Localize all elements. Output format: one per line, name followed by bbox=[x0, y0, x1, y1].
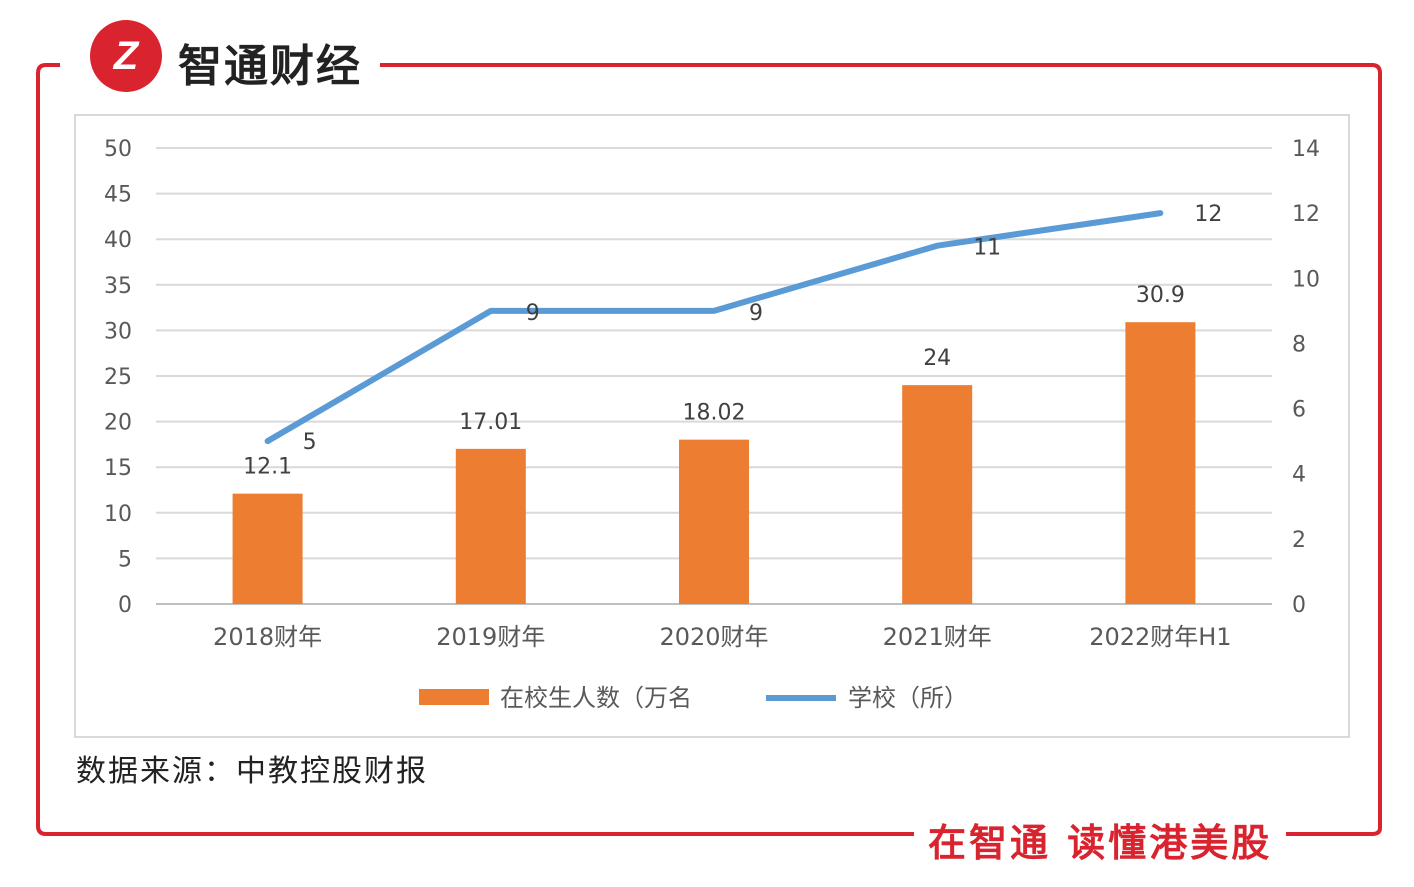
left-tick-label: 0 bbox=[118, 593, 132, 618]
left-tick-label: 15 bbox=[104, 456, 132, 481]
left-tick-label: 35 bbox=[104, 274, 132, 299]
bar bbox=[679, 439, 749, 604]
left-tick-label: 10 bbox=[104, 502, 132, 527]
bar-data-labels: 12.1 17.01 18.02 24 30.9 bbox=[243, 283, 1185, 479]
x-tick-label: 2021财年 bbox=[883, 623, 992, 651]
bar bbox=[232, 493, 303, 604]
x-tick-label: 2020财年 bbox=[659, 623, 768, 651]
right-tick-label: 8 bbox=[1292, 332, 1306, 357]
brand-mark: Z bbox=[90, 20, 162, 92]
red-frame bbox=[36, 63, 1382, 836]
brand-slogan: 在智通 读懂港美股 bbox=[914, 812, 1287, 867]
chart-container: 0 5 10 15 20 25 30 35 40 45 50 0 2 4 6 8 10 12 14 12.1 17.… bbox=[74, 114, 1350, 738]
right-tick-label: 0 bbox=[1292, 593, 1306, 618]
bar bbox=[1125, 322, 1196, 604]
line-value-label: 9 bbox=[749, 301, 763, 326]
right-tick-label: 6 bbox=[1292, 398, 1306, 423]
line-value-label: 12 bbox=[1194, 202, 1222, 227]
legend-bar-label: 在校生人数（万名 bbox=[500, 684, 692, 712]
left-tick-label: 40 bbox=[104, 228, 132, 253]
x-axis-ticks: 2018财年 2019财年 2020财年 2021财年 2022财年H1 bbox=[213, 623, 1232, 651]
bar bbox=[902, 385, 973, 604]
brand-name: 智通财经 bbox=[178, 41, 362, 92]
left-tick-label: 20 bbox=[104, 411, 132, 436]
x-tick-label: 2022财年H1 bbox=[1089, 623, 1231, 651]
right-tick-label: 12 bbox=[1292, 202, 1320, 227]
bar-value-label: 12.1 bbox=[243, 455, 292, 480]
left-tick-label: 5 bbox=[118, 547, 132, 572]
left-tick-label: 45 bbox=[104, 183, 132, 208]
line-value-label: 5 bbox=[303, 430, 317, 455]
left-tick-label: 50 bbox=[104, 137, 132, 162]
legend: 在校生人数（万名 学校（所） bbox=[419, 684, 968, 712]
bar-value-label: 30.9 bbox=[1136, 283, 1185, 308]
bar-value-label: 24 bbox=[923, 346, 951, 371]
left-axis-ticks: 0 5 10 15 20 25 30 35 40 45 50 bbox=[104, 137, 132, 618]
left-tick-label: 30 bbox=[104, 319, 132, 344]
source-note: 数据来源：中教控股财报 bbox=[76, 754, 428, 789]
line-value-label: 11 bbox=[973, 236, 1001, 261]
brand-logo: Z 智通财经 bbox=[60, 18, 380, 100]
bar bbox=[455, 448, 526, 604]
line-series bbox=[264, 210, 1164, 445]
right-tick-label: 4 bbox=[1292, 463, 1306, 488]
legend-line-label: 学校（所） bbox=[848, 684, 968, 712]
bar-value-label: 18.02 bbox=[683, 401, 746, 426]
line-data-labels: 5 9 9 11 12 bbox=[303, 202, 1223, 455]
right-tick-label: 10 bbox=[1292, 267, 1320, 292]
bar-series bbox=[232, 322, 1196, 604]
x-tick-label: 2018财年 bbox=[213, 623, 322, 651]
legend-bar-swatch bbox=[419, 689, 489, 705]
line-value-label: 9 bbox=[526, 301, 540, 326]
bar-value-label: 17.01 bbox=[459, 410, 522, 435]
x-tick-label: 2019财年 bbox=[436, 623, 545, 651]
right-axis-ticks: 0 2 4 6 8 10 12 14 bbox=[1292, 137, 1320, 618]
left-tick-label: 25 bbox=[104, 365, 132, 390]
right-tick-label: 14 bbox=[1292, 137, 1320, 162]
right-tick-label: 2 bbox=[1292, 528, 1306, 553]
